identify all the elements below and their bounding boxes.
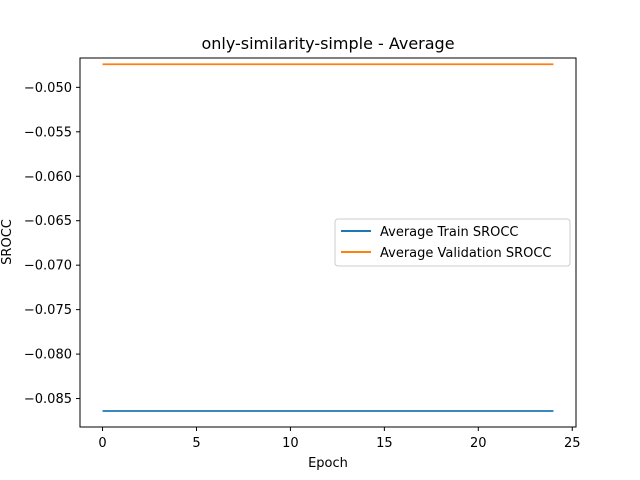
y-axis-label: SROCC	[0, 219, 15, 265]
chart-title: only-similarity-simple - Average	[201, 34, 454, 53]
plot-frame	[79, 57, 577, 428]
y-tick-label: −0.085	[24, 392, 72, 407]
x-tick-label: 10	[282, 436, 299, 451]
legend-label-validation: Average Validation SROCC	[380, 246, 552, 261]
y-axis-ticks: −0.050 −0.055 −0.060 −0.065 −0.070 −0.075 −0.0…	[24, 81, 80, 407]
plot-area	[102, 63, 554, 412]
y-tick-label: −0.060	[24, 170, 72, 185]
y-tick-label: −0.065	[24, 214, 72, 229]
legend-label-train: Average Train SROCC	[380, 225, 519, 240]
legend-box	[334, 218, 571, 267]
x-tick-label: 15	[376, 436, 393, 451]
x-axis-ticks: 0 5 10 15 20 25	[98, 427, 581, 451]
y-tick-label: −0.075	[24, 303, 72, 318]
legend: Average Train SROCC Average Validation S…	[334, 218, 571, 267]
x-tick-label: 25	[564, 436, 581, 451]
y-tick-label: −0.080	[24, 348, 72, 363]
y-tick-label: −0.050	[24, 81, 72, 96]
x-axis-label: Epoch	[308, 456, 348, 471]
y-tick-label: −0.070	[24, 259, 72, 274]
x-tick-label: 0	[98, 436, 106, 451]
x-tick-label: 5	[192, 436, 200, 451]
y-tick-label: −0.055	[24, 125, 72, 140]
x-tick-label: 20	[470, 436, 487, 451]
